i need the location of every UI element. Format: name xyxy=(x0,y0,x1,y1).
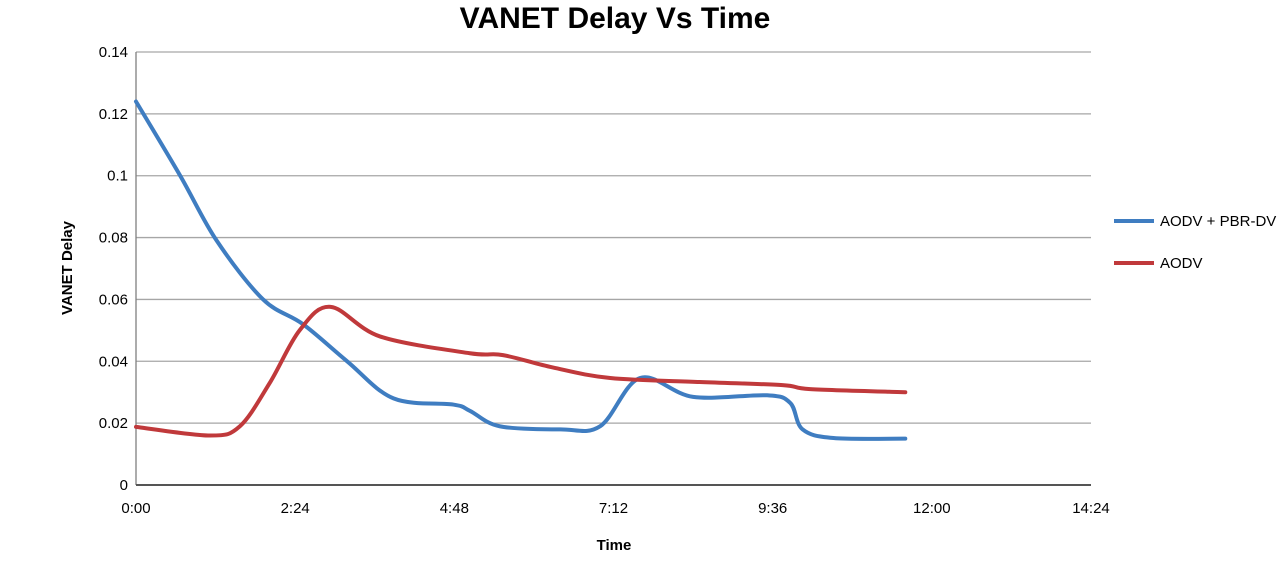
series-line-0 xyxy=(134,99,908,441)
y-tick-label: 0.06 xyxy=(99,291,128,308)
x-tick-label: 9:36 xyxy=(758,500,787,517)
x-axis-label: Time xyxy=(597,537,632,554)
y-tick-label: 0.12 xyxy=(99,106,128,123)
x-tick-label: 2:24 xyxy=(281,500,310,517)
legend-label: AODV xyxy=(1160,255,1203,272)
y-tick-label: 0.04 xyxy=(99,353,128,370)
x-tick-label: 7:12 xyxy=(599,500,628,517)
x-tick-label: 4:48 xyxy=(440,500,469,517)
x-tick-label: 14:24 xyxy=(1072,500,1110,517)
chart-title: VANET Delay Vs Time xyxy=(460,2,771,35)
y-tick-label: 0.02 xyxy=(99,415,128,432)
x-tick-label: 0:00 xyxy=(121,500,150,517)
y-tick-label: 0 xyxy=(120,477,128,494)
y-axis-label: VANET Delay xyxy=(59,220,76,315)
y-tick-label: 0.14 xyxy=(99,44,128,61)
y-tick-label: 0.1 xyxy=(107,168,128,185)
x-tick-label: 12:00 xyxy=(913,500,951,517)
legend-label: AODV + PBR-DV xyxy=(1160,213,1276,230)
y-tick-label: 0.08 xyxy=(99,230,128,247)
series-line-1 xyxy=(134,304,908,438)
